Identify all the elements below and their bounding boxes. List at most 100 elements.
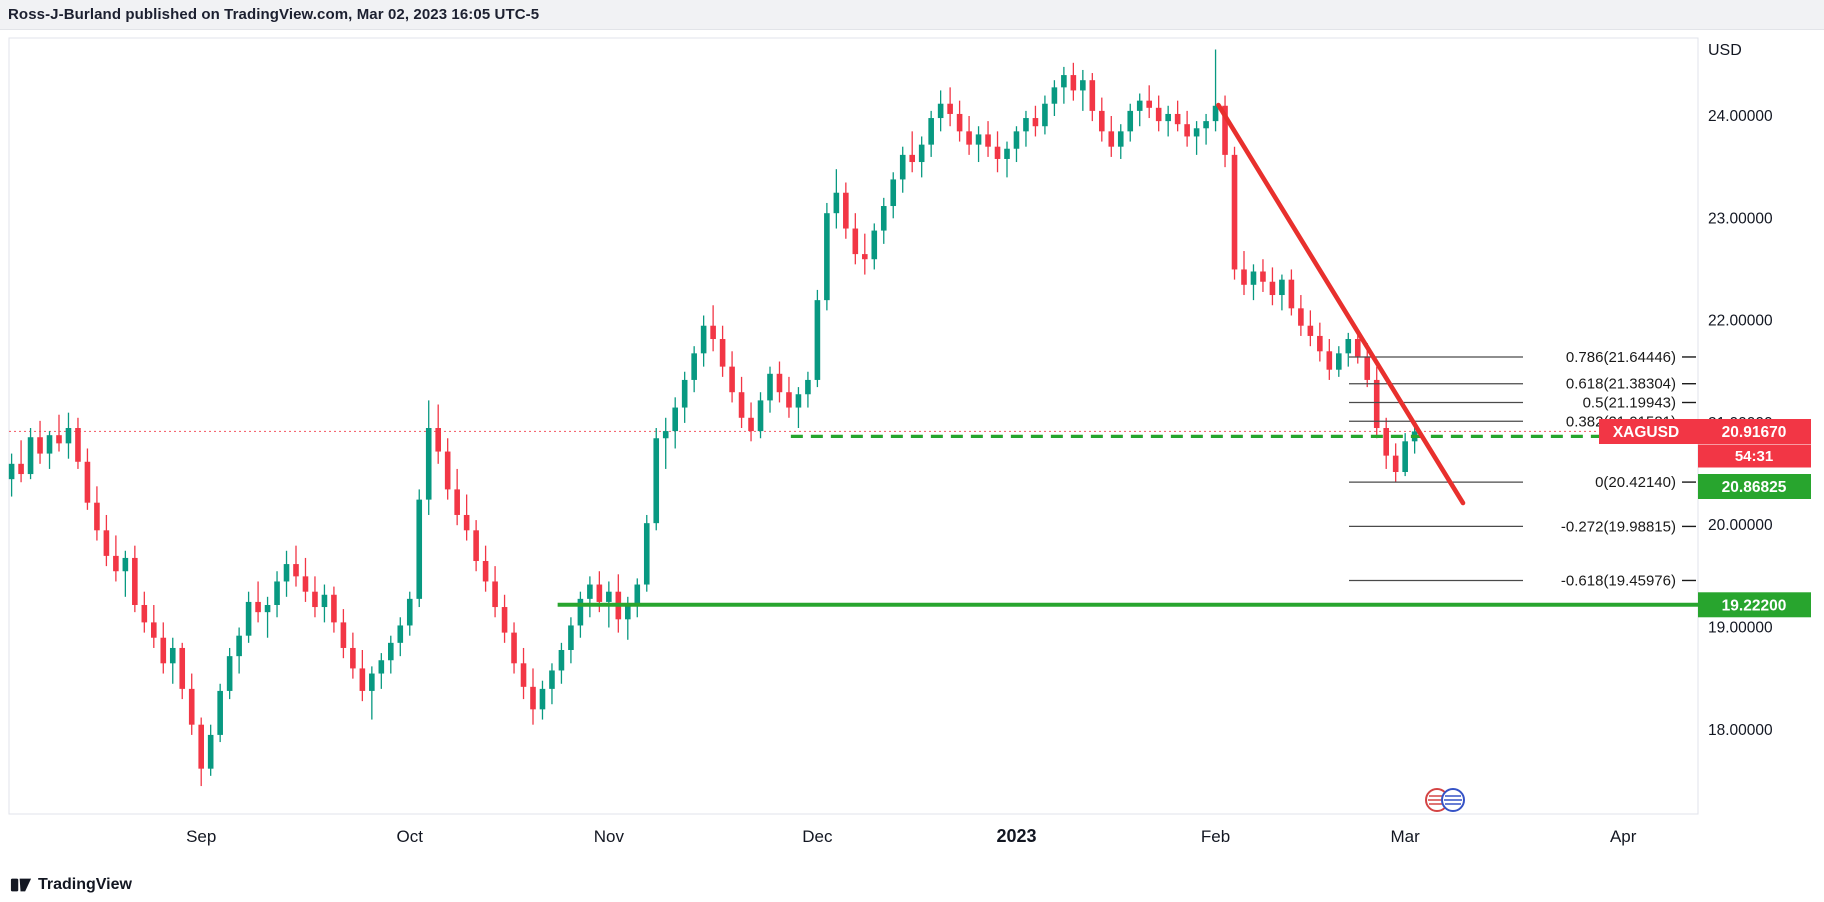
candle-body-down: [435, 428, 441, 452]
fib-level-label: -0.618(19.45976): [1561, 572, 1676, 589]
fib-level-label: 0.618(21.38304): [1566, 376, 1676, 393]
fib-retracement[interactable]: 0.786(21.64446) 0.618(21.38304)0.5(21.199…: [1349, 349, 1696, 589]
candle-body-up: [634, 584, 641, 605]
time-axis-label: 2023: [996, 826, 1036, 846]
fib-level-label: 0.786(21.64446): [1566, 349, 1676, 366]
candle-body-up: [1136, 100, 1143, 111]
candle-body-up: [1042, 103, 1048, 127]
candle-body-down: [1364, 356, 1371, 380]
candle-body-up: [283, 564, 290, 582]
candle-body-down: [786, 392, 792, 408]
candle-body-up: [539, 688, 546, 710]
candle-body-up: [406, 598, 413, 626]
candle-body-down: [1231, 154, 1238, 270]
candle-body-up: [928, 118, 934, 145]
time-axis-label: Feb: [1201, 827, 1230, 846]
support-badge[interactable]: [1698, 592, 1811, 618]
candle-body-down: [463, 514, 470, 531]
candle-body-down: [1032, 118, 1039, 127]
publication-header: Ross-J-Burland published on TradingView.…: [0, 0, 1824, 30]
candle-body-down: [1222, 105, 1228, 155]
candle-body-up: [1165, 113, 1171, 122]
candle-body-up: [1080, 80, 1086, 91]
candle-body-up: [577, 598, 584, 626]
candle-body-down: [198, 724, 204, 769]
trend-line[interactable]: [1216, 102, 1466, 506]
time-axis-label: Sep: [186, 827, 216, 846]
candle-body-down: [1373, 379, 1380, 429]
price-axis-tick: 23.00000: [1708, 210, 1773, 227]
candle-body-down: [160, 637, 167, 664]
candle-body-down: [103, 530, 110, 556]
time-axis-label: Apr: [1610, 827, 1637, 846]
candle-body-down: [748, 417, 754, 432]
last-price-badge-label: 20.91670: [1722, 424, 1787, 441]
candle-body-down: [1326, 351, 1333, 370]
candle-body-up: [1336, 353, 1342, 370]
candle-body-up: [169, 647, 176, 664]
countdown-badge-label: 54:31: [1735, 448, 1773, 465]
candle-body-down: [359, 668, 366, 691]
candlestick-series: [8, 49, 1418, 787]
candle-body-up: [833, 192, 840, 214]
candle-body-up: [795, 394, 802, 408]
candle-body-up: [653, 438, 660, 524]
candle-body-down: [331, 594, 337, 623]
price-axis-currency: USD: [1708, 42, 1742, 59]
candle-body-up: [681, 379, 688, 408]
dashed-support-badge[interactable]: [1698, 474, 1811, 499]
tradingview-brand-label: TradingView: [38, 876, 132, 893]
candle-body-up: [1203, 121, 1209, 129]
candle-body-up: [643, 523, 650, 585]
candle-body-up: [824, 213, 830, 301]
candle-body-down: [132, 557, 138, 605]
candle-body-down: [1089, 80, 1096, 111]
candle-body-down: [1146, 100, 1152, 108]
candle-body-up: [1013, 131, 1020, 149]
candle-body-up: [1193, 128, 1200, 137]
candle-body-down: [473, 530, 479, 562]
candle-body-up: [890, 179, 897, 207]
candle-body-down: [729, 366, 735, 393]
candle-body-down: [340, 622, 347, 648]
price-axis-tick: 19.00000: [1708, 620, 1773, 637]
candle-body-up: [1345, 339, 1352, 354]
candle-body-down: [1184, 124, 1190, 137]
candle-body-down: [511, 632, 517, 664]
candle-body-down: [956, 113, 963, 132]
candle-body-down: [302, 576, 309, 592]
price-axis-tick: 22.00000: [1708, 313, 1773, 330]
candle-body-up: [46, 435, 53, 454]
candle-body-down: [738, 392, 745, 418]
candle-body-up: [700, 325, 707, 354]
candle-body-up: [975, 134, 982, 145]
symbol-price-badge[interactable]: [1599, 419, 1811, 444]
price-axis[interactable]: USD24.0000023.0000022.0000021.0000020.00…: [1708, 42, 1773, 739]
candle-body-down: [862, 254, 868, 260]
candle-body-down: [710, 325, 716, 340]
fib-level-label: 0(20.42140): [1595, 474, 1676, 491]
candle-body-up: [606, 591, 612, 602]
candle-body-down: [492, 581, 498, 608]
candle-body-down: [312, 591, 318, 608]
candle-body-down: [482, 561, 489, 582]
candle-body-down: [1260, 271, 1266, 282]
plot-border: [8, 37, 1699, 815]
price-axis-tick: 24.00000: [1708, 108, 1773, 125]
candle-body-down: [520, 663, 527, 687]
candle-body-down: [151, 622, 157, 638]
time-axis[interactable]: Sep Oct Nov Dec 2023 Feb Mar Apr: [186, 826, 1637, 846]
candle-body-up: [416, 499, 423, 599]
candle-body-up: [378, 660, 385, 674]
tradingview-logo: [10, 878, 32, 892]
candle-body-down: [1288, 279, 1295, 309]
candle-body-up: [814, 300, 821, 380]
tradingview-footer[interactable]: TradingView: [10, 872, 132, 898]
candle-body-up: [691, 353, 697, 380]
candle-body-down: [1269, 281, 1276, 296]
publication-title: Ross-J-Burland published on TradingView.…: [8, 6, 540, 23]
candle-body-down: [1317, 335, 1323, 352]
candle-body-up: [1051, 87, 1058, 104]
